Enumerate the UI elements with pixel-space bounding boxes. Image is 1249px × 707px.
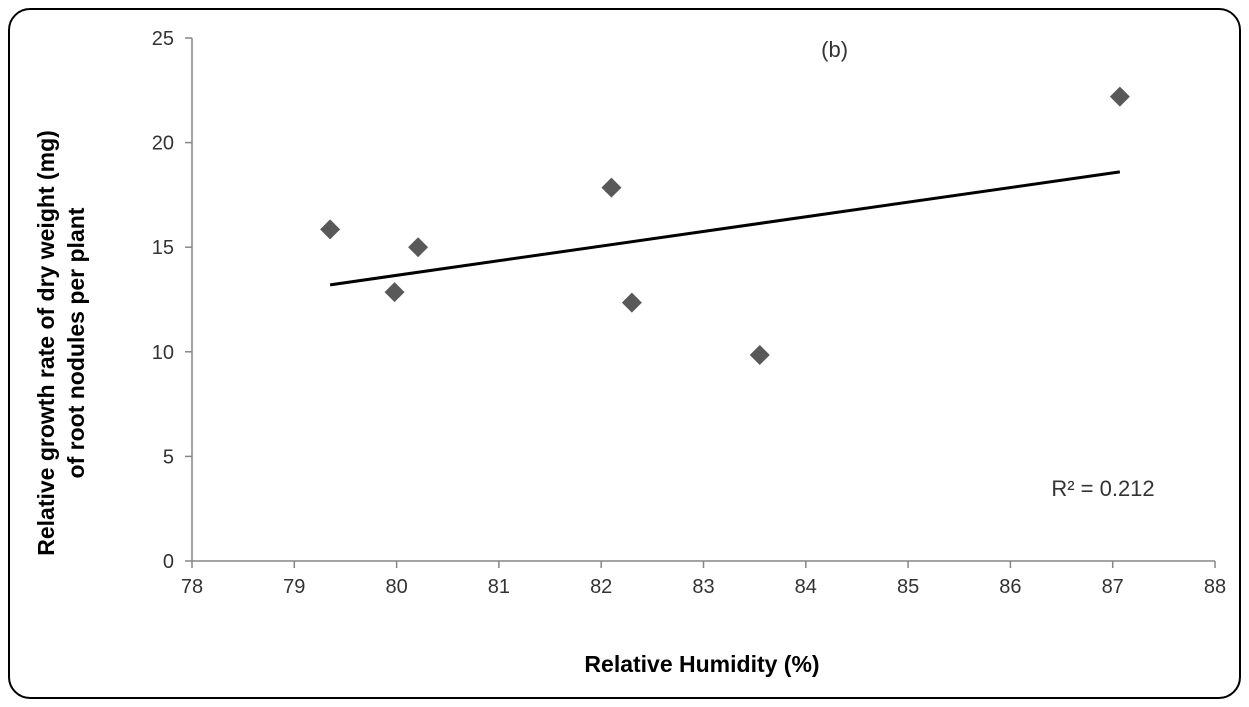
data-point bbox=[1109, 86, 1130, 107]
y-axis-title-line-1: Relative growth rate of dry weight (mg) bbox=[33, 130, 59, 556]
x-tick-label: 87 bbox=[1102, 576, 1124, 598]
data-point bbox=[320, 219, 341, 240]
data-point bbox=[749, 344, 770, 365]
data-point bbox=[601, 177, 622, 198]
x-axis-title: Relative Humidity (%) bbox=[584, 651, 819, 677]
y-axis: 0 5 10 15 20 25 bbox=[152, 28, 193, 573]
x-axis: 78 79 80 81 82 83 84 85 86 87 88 bbox=[181, 560, 1226, 598]
x-tick-label: 85 bbox=[897, 576, 919, 598]
y-axis-title-line-2: of root nodules per plant bbox=[63, 207, 89, 478]
data-point bbox=[408, 237, 429, 258]
x-tick-label: 84 bbox=[795, 576, 817, 598]
y-tick-label: 0 bbox=[163, 551, 174, 573]
y-tick-label: 25 bbox=[152, 28, 174, 50]
x-tick-label: 86 bbox=[999, 576, 1021, 598]
y-tick-label: 15 bbox=[152, 237, 174, 259]
chart-frame bbox=[8, 8, 1241, 699]
y-tick-label: 20 bbox=[152, 133, 174, 155]
x-tick-label: 80 bbox=[385, 576, 407, 598]
x-tick-label: 78 bbox=[181, 576, 203, 598]
x-tick-label: 79 bbox=[283, 576, 305, 598]
x-tick-label: 83 bbox=[692, 576, 714, 598]
panel-label: (b) bbox=[821, 37, 848, 62]
r-squared-label: R² = 0.212 bbox=[1051, 476, 1154, 501]
annotations: (b) R² = 0.212 bbox=[821, 37, 1155, 501]
x-tick-label: 88 bbox=[1204, 576, 1226, 598]
trendline bbox=[329, 170, 1121, 287]
x-tick-label: 82 bbox=[590, 576, 612, 598]
data-point bbox=[621, 292, 642, 313]
x-tick-label: 81 bbox=[488, 576, 510, 598]
data-point bbox=[384, 282, 405, 303]
trendline-layer bbox=[329, 170, 1121, 287]
y-tick-label: 5 bbox=[163, 446, 174, 468]
y-tick-label: 10 bbox=[152, 342, 174, 364]
data-points bbox=[320, 86, 1130, 365]
